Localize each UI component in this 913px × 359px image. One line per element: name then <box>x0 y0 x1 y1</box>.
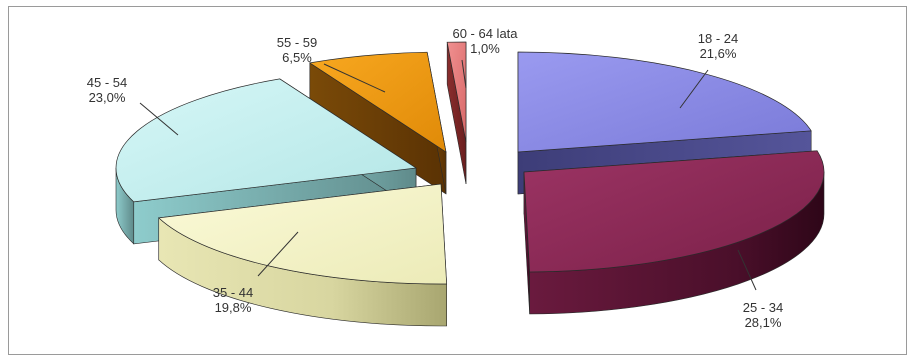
slice-label: 60 - 64 lata <box>452 26 518 41</box>
slice-label: 18 - 24 <box>698 31 738 46</box>
leader-line <box>737 249 757 291</box>
slice-value-label: 1,0% <box>470 41 500 56</box>
pie-slice-25-34 <box>523 150 825 315</box>
pie-slice-60-64lata <box>446 41 467 185</box>
pie-slice-top <box>115 78 417 203</box>
leader-line <box>323 63 386 93</box>
slice-value-label: 6,5% <box>282 50 312 65</box>
leader-line <box>139 102 179 136</box>
leader-line <box>257 231 299 277</box>
slice-label: 45 - 54 <box>87 75 127 90</box>
slice-value-label: 28,1% <box>745 315 782 330</box>
slice-label: 55 - 59 <box>277 35 317 50</box>
pie-slice-top <box>308 51 447 153</box>
pie-slice-top <box>157 183 448 285</box>
pie-slice-top <box>517 51 812 153</box>
pie-slice-35-44 <box>157 183 448 327</box>
pie-slice-top <box>446 41 467 143</box>
slice-value-label: 21,6% <box>700 46 737 61</box>
slice-value-label: 23,0% <box>89 90 126 105</box>
leader-line <box>679 69 709 109</box>
slice-label: 35 - 44 <box>213 285 253 300</box>
slice-label: 25 - 34 <box>743 300 783 315</box>
leader-line <box>461 59 467 89</box>
pie-slice-top <box>523 150 825 273</box>
slice-value-label: 19,8% <box>215 300 252 315</box>
